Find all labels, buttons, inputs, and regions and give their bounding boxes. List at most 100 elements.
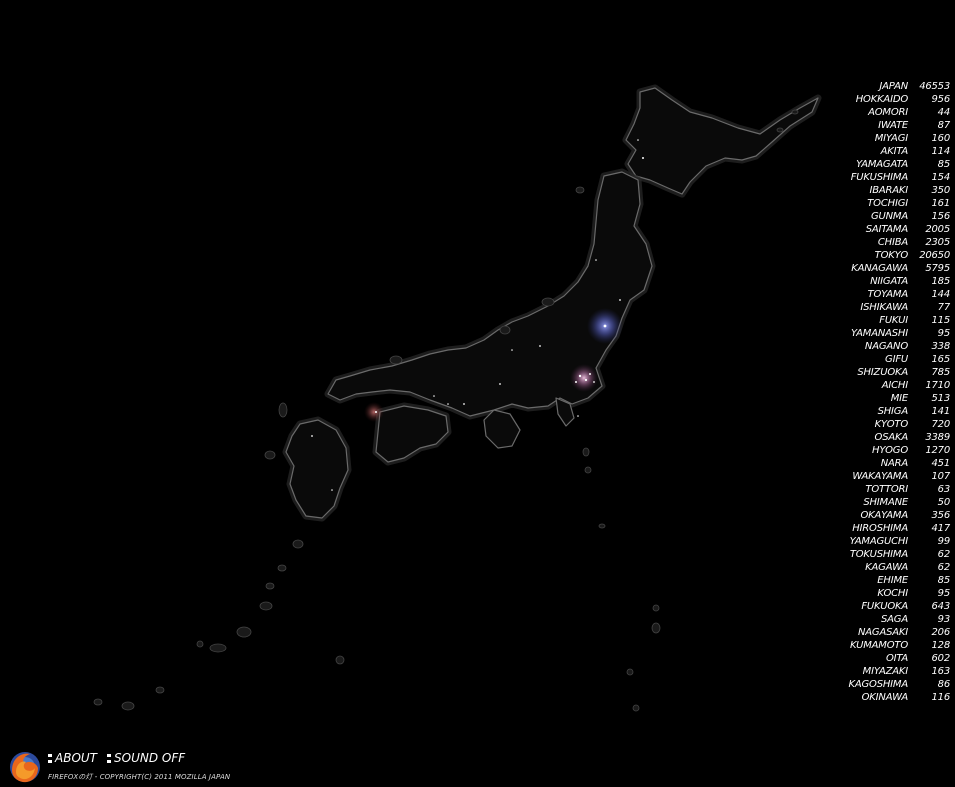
stat-name: EHIME — [877, 575, 908, 586]
stat-name: SAITAMA — [865, 224, 908, 235]
stat-name: OKAYAMA — [860, 510, 908, 521]
stat-count: 720 — [931, 419, 951, 430]
about-link[interactable]: ABOUT — [48, 751, 97, 765]
stat-count: 44 — [937, 107, 951, 118]
stat-name: KAGAWA — [865, 562, 908, 573]
stat-name: MIYAZAKI — [862, 666, 909, 677]
light-dots — [311, 139, 644, 491]
stat-count: 116 — [931, 692, 951, 703]
stat-count: 350 — [931, 185, 951, 196]
stat-count: 1710 — [925, 380, 950, 391]
stat-count: 2005 — [925, 224, 950, 235]
stat-row: SHIZUOKA 785 — [838, 366, 950, 379]
stat-name: OSAKA — [874, 432, 909, 443]
stat-name: SAGA — [881, 614, 908, 625]
stat-count: 417 — [931, 523, 951, 534]
stat-name: IWATE — [878, 120, 908, 131]
stat-name: NARA — [880, 458, 909, 469]
stat-row: EHIME 85 — [838, 574, 950, 587]
stat-count: 86 — [937, 679, 951, 690]
stat-name: TOCHIGI — [867, 198, 908, 209]
stat-count: 107 — [931, 471, 951, 482]
stat-row: HOKKAIDO 956 — [838, 93, 950, 106]
stat-count: 356 — [931, 510, 951, 521]
stat-row: SAITAMA 2005 — [838, 223, 950, 236]
stat-row: HYOGO 1270 — [838, 444, 950, 457]
small-islands — [93, 109, 799, 712]
stat-row: AICHI 1710 — [838, 379, 950, 392]
stat-name: YAMAGATA — [856, 159, 908, 170]
stat-count: 93 — [937, 614, 951, 625]
stat-count: 513 — [931, 393, 951, 404]
stat-count: 95 — [937, 588, 951, 599]
stat-name: KUMAMOTO — [849, 640, 908, 651]
stat-count: 602 — [931, 653, 951, 664]
stat-count: 338 — [931, 341, 951, 352]
stat-row: MIE 513 — [838, 392, 950, 405]
glow-marker[interactable] — [364, 402, 384, 422]
stat-name: HIROSHIMA — [852, 523, 908, 534]
stat-count: 2305 — [925, 237, 950, 248]
stat-name: JAPAN — [879, 81, 908, 92]
stat-count: 128 — [931, 640, 951, 651]
stat-name: MIYAGI — [874, 133, 908, 144]
stat-row: MIYAZAKI 163 — [838, 665, 951, 678]
stat-name: TOYAMA — [867, 289, 909, 300]
stat-row: TOKUSHIMA 62 — [838, 548, 950, 561]
stat-name: FUKUSHIMA — [850, 172, 908, 183]
stat-name: YAMAGUCHI — [849, 536, 909, 547]
stat-count: 141 — [931, 406, 951, 417]
shikoku-landmass — [372, 402, 452, 466]
honshu-landmass — [324, 168, 656, 449]
kyushu-landmass — [282, 416, 352, 522]
stat-row: KYOTO 720 — [838, 418, 951, 431]
stat-count: 115 — [931, 315, 951, 326]
stat-count: 154 — [931, 172, 951, 183]
stat-name: SHIMANE — [863, 497, 908, 508]
stat-row: OKAYAMA 356 — [838, 509, 950, 522]
stat-name: KOCHI — [877, 588, 908, 599]
stat-row: FUKUSHIMA 154 — [838, 171, 950, 184]
bullet-icon — [48, 753, 52, 763]
stat-count: 20650 — [919, 250, 950, 261]
firefox-logo-icon[interactable] — [8, 750, 42, 784]
stat-name: AOMORI — [868, 107, 908, 118]
stat-row: KAGAWA 62 — [838, 561, 950, 574]
footer-links: ABOUT SOUND OFF — [48, 751, 185, 765]
stat-name: AKITA — [880, 146, 909, 157]
stat-row: NAGANO 338 — [838, 340, 950, 353]
stat-name: NAGASAKI — [857, 627, 908, 638]
stat-row: IBARAKI 350 — [838, 184, 950, 197]
stat-row: GUNMA 156 — [838, 210, 950, 223]
glow-marker[interactable] — [570, 364, 598, 392]
stat-row: KUMAMOTO 128 — [838, 639, 950, 652]
stat-count: 451 — [931, 458, 951, 469]
stat-name: AICHI — [881, 380, 908, 391]
stat-row: HIROSHIMA 417 — [838, 522, 950, 535]
stat-name: HOKKAIDO — [855, 94, 908, 105]
stat-row: NAGASAKI 206 — [838, 626, 950, 639]
activity-glows — [364, 308, 623, 422]
stat-row: OSAKA 3389 — [838, 431, 951, 444]
stat-name: ISHIKAWA — [860, 302, 908, 313]
stat-row: TOTTORI 63 — [838, 483, 950, 496]
stat-row: YAMAGUCHI 99 — [838, 535, 951, 548]
stat-row: CHIBA 2305 — [838, 236, 950, 249]
stat-name: GIFU — [885, 354, 908, 365]
stat-row: TOKYO 20650 — [838, 249, 951, 262]
stat-name: TOKYO — [874, 250, 909, 261]
stat-count: 50 — [937, 497, 951, 508]
stat-row: NIIGATA 185 — [838, 275, 950, 288]
stat-row: OITA 602 — [838, 652, 950, 665]
stat-name: WAKAYAMA — [852, 471, 908, 482]
sound-toggle-link[interactable]: SOUND OFF — [107, 751, 185, 765]
stat-count: 3389 — [925, 432, 950, 443]
stat-count: 185 — [931, 276, 951, 287]
stat-count: 206 — [931, 627, 951, 638]
stat-row: FUKUOKA 643 — [838, 600, 950, 613]
stat-name: MIE — [890, 393, 908, 404]
stat-name: YAMANASHI — [851, 328, 908, 339]
stat-row: IWATE 87 — [838, 119, 950, 132]
stat-name: FUKUI — [879, 315, 908, 326]
